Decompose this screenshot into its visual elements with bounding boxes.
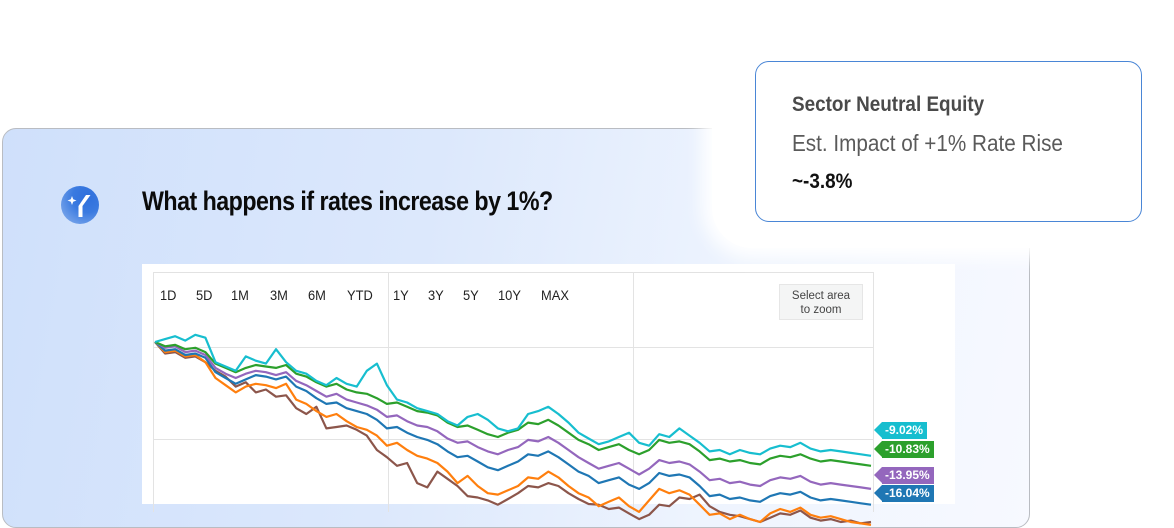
select-area-to-zoom-button[interactable]: Select area to zoom [779,284,863,320]
range-1y-button[interactable]: 1Y [393,287,409,303]
end-label-cyan: -9.02% [873,422,928,439]
chart-left-axis [153,272,154,512]
range-6m-button[interactable]: 6M [308,287,326,303]
range-5d-button[interactable]: 5D [196,287,213,303]
ai-sparkle-y-icon [61,186,99,224]
series-line-orange [154,341,872,526]
popup-subtitle: Est. Impact of +1% Rate Rise [792,130,1063,156]
popup-title: Sector Neutral Equity [792,93,985,116]
popup-value: ~-3.8% [792,170,853,193]
grid-divider [388,272,389,512]
range-1m-button[interactable]: 1M [231,287,249,303]
h-gridline [153,347,873,348]
series-line-purple [154,341,872,490]
range-3y-button[interactable]: 3Y [428,287,444,303]
impact-popup: Sector Neutral Equity Est. Impact of +1%… [755,61,1142,222]
end-label-green: -10.83% [874,441,934,458]
end-label-purple: -13.95% [874,467,934,484]
question-title: What happens if rates increase by 1%? [142,186,553,216]
chart-panel: 1D 5D 1M 3M 6M YTD 1Y 3Y 5Y 10Y MAX Sele… [142,264,955,526]
range-5y-button[interactable]: 5Y [463,287,479,303]
zoom-button-line1: Select area [791,290,851,302]
h-gridline [153,439,873,440]
grid-divider [633,272,634,512]
range-toolbar: 1D 5D 1M 3M 6M YTD 1Y 3Y 5Y 10Y MAX Sele… [153,272,874,347]
range-ytd-button[interactable]: YTD [347,287,373,303]
chart-frame: 1D 5D 1M 3M 6M YTD 1Y 3Y 5Y 10Y MAX Sele… [153,272,1015,526]
range-10y-button[interactable]: 10Y [498,287,521,303]
line-plot[interactable] [153,272,883,526]
range-max-button[interactable]: MAX [541,287,569,303]
series-line-brown [154,341,872,525]
series-line-green [154,340,872,467]
ai-logo-glyph-icon [67,195,91,217]
end-label-blue: -16.04% [874,485,934,502]
grid-divider [873,272,874,512]
zoom-button-line2: to zoom [800,304,842,316]
series-line-cyan [154,333,872,457]
range-3m-button[interactable]: 3M [270,287,288,303]
range-1d-button[interactable]: 1D [160,287,177,303]
